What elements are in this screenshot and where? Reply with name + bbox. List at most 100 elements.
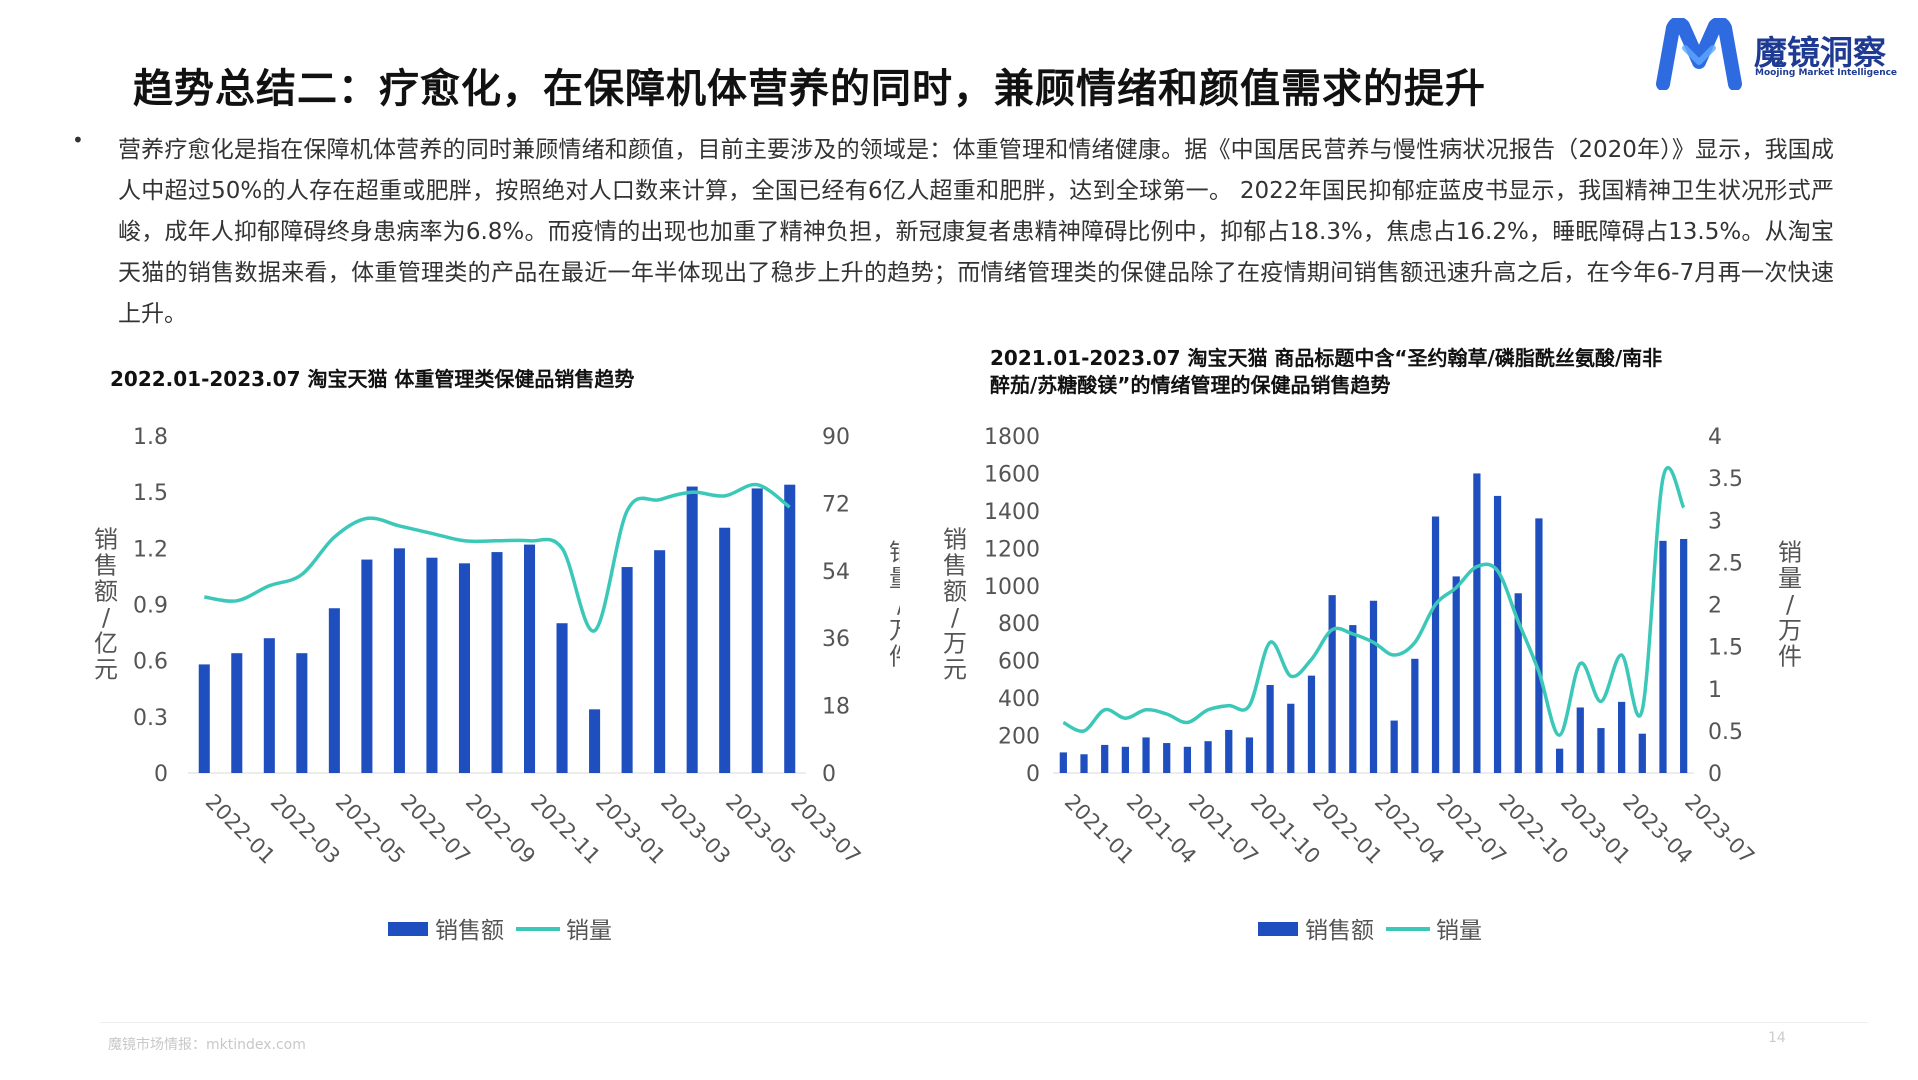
chart2-y2-axis-title-char: 万 bbox=[1778, 617, 1802, 645]
chart2-bar-sales bbox=[1638, 733, 1646, 773]
chart1-left-tick-label: 0.6 bbox=[133, 650, 168, 675]
chart1-y-axis-title-char: 售 bbox=[94, 552, 118, 580]
chart2-right-tick-label: 2.5 bbox=[1708, 551, 1743, 576]
chart1-y2-axis-title-char: 销 bbox=[889, 539, 900, 567]
chart2-right-tick-label: 0 bbox=[1708, 762, 1722, 787]
chart2-bar-sales bbox=[1390, 720, 1398, 773]
summary-paragraph: 营养疗愈化是指在保障机体营养的同时兼顾情绪和颜值，目前主要涉及的领域是：体重管理… bbox=[118, 137, 1834, 327]
chart2-right-tick-label: 3.5 bbox=[1708, 467, 1743, 492]
chart1-bar-sales bbox=[198, 664, 210, 773]
chart2-legend-label-volume: 销量 bbox=[1436, 918, 1482, 944]
chart1-left-tick-label: 1.2 bbox=[133, 537, 168, 562]
chart2-bar-sales bbox=[1452, 576, 1460, 773]
chart2-y-axis-title-char: 万 bbox=[943, 630, 967, 658]
chart1-y-axis-title-char: 元 bbox=[94, 656, 118, 684]
footer-divider bbox=[100, 1022, 1868, 1023]
chart2-bar-sales bbox=[1204, 741, 1212, 773]
chart1-bar-sales bbox=[263, 638, 275, 773]
chart1-y2-axis-title-char: 万 bbox=[889, 617, 900, 645]
chart2-left-tick-label: 800 bbox=[998, 612, 1040, 637]
chart2-bar-sales bbox=[1328, 595, 1336, 773]
chart2-bar-sales bbox=[1245, 737, 1254, 773]
chart1-title: 2022.01-2023.07 淘宝天猫 体重管理类保健品销售趋势 bbox=[110, 367, 635, 391]
chart2-y2-axis-title-char: 销 bbox=[1778, 539, 1802, 567]
chart1-bar-sales bbox=[751, 488, 763, 773]
chart2-y2-axis-title-char: 量 bbox=[1778, 565, 1802, 593]
chart1-right-tick-label: 54 bbox=[822, 560, 850, 585]
logo: 魔镜洞察 Moojing Market Intelligence bbox=[1655, 16, 1905, 91]
chart2-y-axis-title-char: 元 bbox=[943, 656, 967, 684]
chart1-left-tick-label: 0.9 bbox=[133, 594, 168, 619]
chart2-bar-sales bbox=[1287, 703, 1295, 773]
chart1-right-tick-label: 90 bbox=[822, 425, 850, 450]
chart2-right-tick-label: 2 bbox=[1708, 594, 1722, 619]
chart2-left-tick-label: 1000 bbox=[984, 575, 1040, 600]
chart2-bar-sales bbox=[1473, 473, 1481, 773]
chart2-left-tick-label: 400 bbox=[998, 687, 1040, 712]
chart2-bar-sales bbox=[1163, 743, 1171, 773]
chart2-bar-sales bbox=[1142, 737, 1150, 773]
chart2-y-axis-title-char: 售 bbox=[943, 552, 967, 580]
chart1-left-tick-label: 0 bbox=[154, 762, 168, 787]
emotion-management-chart: 0 200 400 600 800 1000 1200 1400 1600 1800 0 0.5 1 1.… bbox=[943, 425, 1802, 944]
chart1-y2-axis-title-char: 量 bbox=[889, 565, 900, 593]
chart1-bar-sales bbox=[426, 557, 438, 773]
chart2-bar-sales bbox=[1080, 754, 1088, 773]
chart2-left-tick-label: 200 bbox=[998, 725, 1040, 750]
chart1-bar-sales bbox=[686, 486, 698, 773]
chart2-right-tick-label: 4 bbox=[1708, 425, 1722, 450]
chart2-bar-sales bbox=[1307, 675, 1316, 773]
chart1-bar-sales bbox=[784, 484, 796, 773]
chart1-bar-sales bbox=[523, 544, 536, 773]
chart1-legend-label-sales: 销售额 bbox=[435, 918, 504, 944]
chart1-legend-label-volume: 销量 bbox=[566, 918, 612, 944]
page-number: 14 bbox=[1768, 1030, 1786, 1046]
chart1-y2-axis-title-char: / bbox=[897, 591, 900, 619]
chart2-legend-swatch-sales bbox=[1258, 922, 1298, 936]
chart1-right-tick-label: 36 bbox=[822, 627, 850, 652]
chart1-right-tick-label: 72 bbox=[822, 492, 850, 517]
chart2-bar-sales bbox=[1369, 600, 1378, 773]
chart1-bar-sales bbox=[589, 709, 601, 773]
chart2-left-tick-label: 1800 bbox=[984, 425, 1040, 450]
chart2-left-tick-label: 1400 bbox=[984, 500, 1040, 525]
chart1-line-volume bbox=[204, 482, 791, 633]
chart2-right-tick-label: 1 bbox=[1708, 678, 1722, 703]
logo-subtext: Moojing Market Intelligence bbox=[1755, 68, 1898, 78]
chart2-left-tick-label: 600 bbox=[998, 650, 1040, 675]
chart1-bar-sales bbox=[719, 527, 731, 773]
chart2-y2-axis-title-char: 件 bbox=[1778, 643, 1802, 671]
page-title: 趋势总结二：疗愈化，在保障机体营养的同时，兼顾情绪和颜值需求的提升 bbox=[133, 66, 1486, 112]
chart1-bar-sales bbox=[361, 559, 373, 773]
moojing-logo-icon bbox=[1656, 16, 1742, 91]
chart2-bar-sales bbox=[1183, 746, 1192, 773]
chart1-y-axis-title-char: 亿 bbox=[94, 630, 118, 658]
chart2-bar-sales bbox=[1680, 538, 1688, 773]
chart2-y-axis-title-char: 额 bbox=[943, 578, 967, 606]
chart1-left-tick-label: 1.5 bbox=[133, 481, 168, 506]
chart1-y-axis-title-char: 销 bbox=[94, 526, 118, 554]
chart2-right-tick-label: 3 bbox=[1708, 509, 1722, 534]
chart1-left-tick-label: 0.3 bbox=[133, 706, 168, 731]
chart1-bar-sales bbox=[556, 623, 568, 773]
logo-text: 魔镜洞察 bbox=[1754, 33, 1886, 72]
chart2-bar-sales bbox=[1121, 746, 1129, 773]
chart2-right-tick-label: 0.5 bbox=[1708, 720, 1743, 745]
chart2-bar-sales bbox=[1555, 748, 1564, 773]
chart1-y2-axis-title-char: 件 bbox=[889, 643, 900, 671]
chart1-bar-sales bbox=[296, 653, 308, 773]
chart2-bar-sales bbox=[1535, 518, 1543, 773]
chart2-bar-sales bbox=[1618, 701, 1626, 773]
chart2-bar-sales bbox=[1597, 728, 1605, 773]
chart2-bar-sales bbox=[1411, 658, 1419, 773]
chart2-left-tick-label: 1600 bbox=[984, 462, 1040, 487]
chart1-y-axis-title-char: / bbox=[102, 604, 111, 632]
chart2-bar-sales bbox=[1576, 707, 1584, 773]
chart2-legend-label-sales: 销售额 bbox=[1305, 918, 1374, 944]
chart2-bar-sales bbox=[1059, 752, 1067, 773]
weight-management-chart: 00.30.60.91.21.51.801836547290销售额/亿元销量/万… bbox=[94, 425, 900, 944]
chart2-title: 2021.01-2023.07 淘宝天猫 商品标题中含“圣约翰草/磷脂酰丝氨酸/… bbox=[990, 346, 1663, 397]
chart1-legend-swatch-sales bbox=[388, 922, 428, 936]
chart1-right-tick-label: 0 bbox=[822, 762, 836, 787]
chart2-y-axis-title-char: / bbox=[951, 604, 960, 632]
